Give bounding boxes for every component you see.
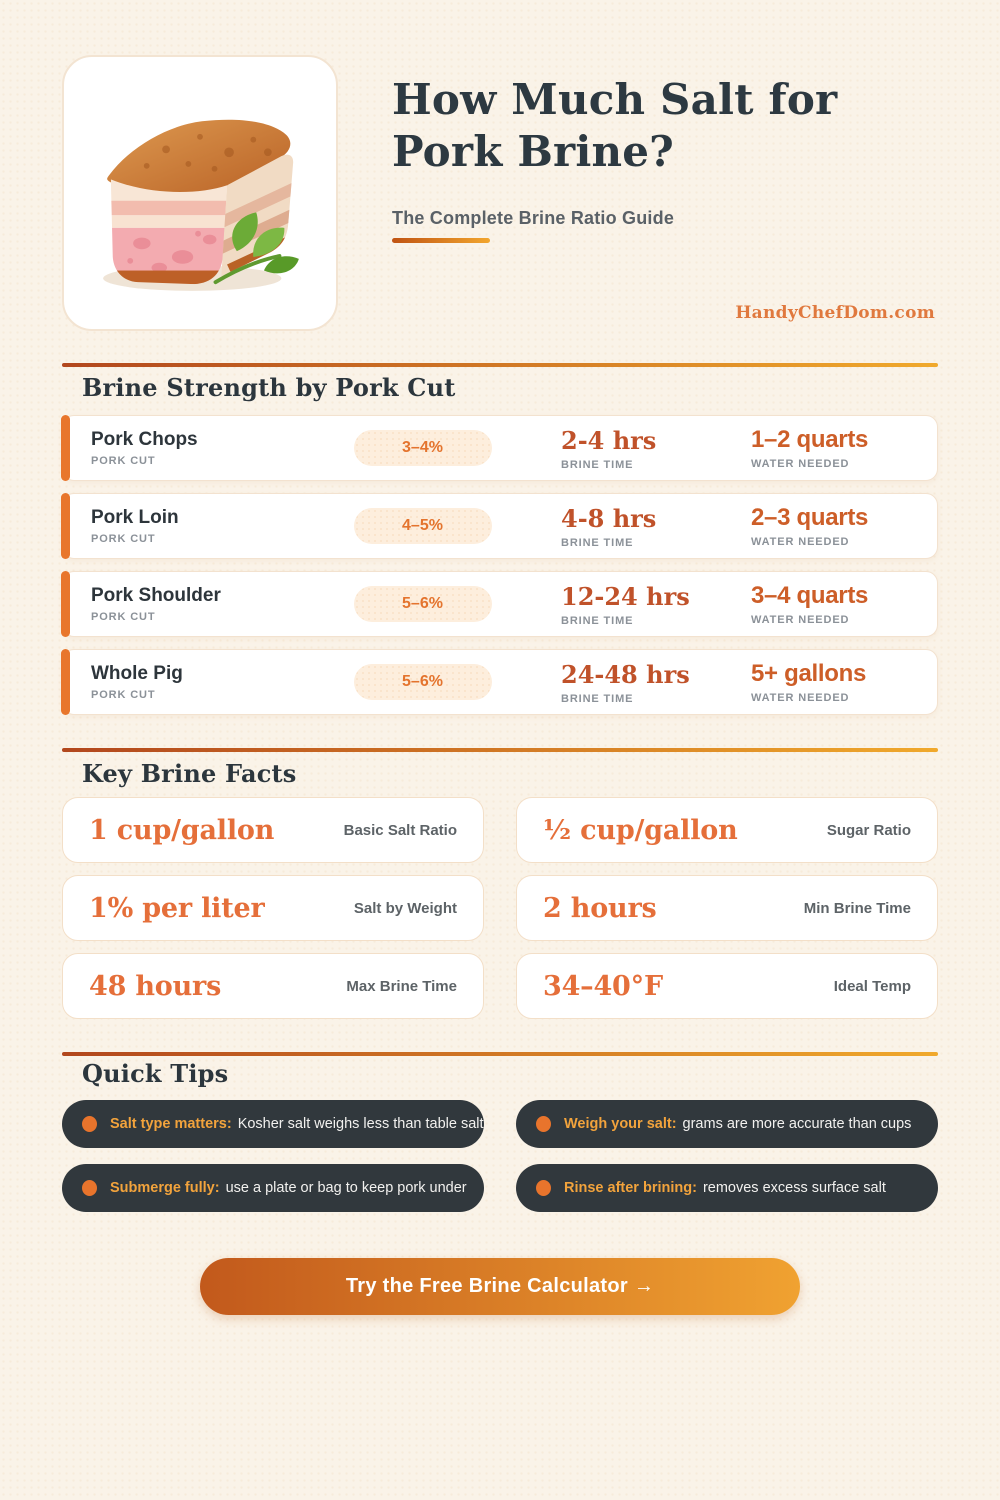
- water-needed-value: 1–2 quarts: [751, 426, 869, 453]
- tip-text: Kosher salt weighs less than table salt: [237, 1116, 484, 1132]
- water-needed-value: 2–3 quarts: [751, 504, 869, 531]
- brine-calculator-button[interactable]: Try the Free Brine Calculator →: [200, 1258, 800, 1315]
- page-subtitle: The Complete Brine Ratio Guide: [392, 208, 675, 229]
- key-facts-grid: 1 cup/gallon Basic Salt Ratio ½ cup/gall…: [62, 797, 938, 1019]
- site-name: HandyChefDom.com: [735, 303, 935, 323]
- fact-card-min-brine-time: 2 hours Min Brine Time: [516, 875, 938, 941]
- fact-value: 1 cup/gallon: [89, 814, 275, 846]
- table-row-pork-chops: Pork Chops PORK CUT 3–4% 2-4 hrs BRINE T…: [61, 415, 938, 481]
- strength-badge: 5–6%: [353, 664, 492, 700]
- strength-badge: 4–5%: [353, 508, 492, 544]
- water-needed-label: WATER NEEDED: [751, 614, 850, 626]
- fact-label: Min Brine Time: [803, 899, 911, 917]
- bullet-dot-icon: [536, 1180, 551, 1196]
- water-needed-value: 5+ gallons: [751, 660, 867, 687]
- key-facts-heading: Key Brine Facts: [82, 759, 297, 788]
- fact-card-max-brine-time: 48 hours Max Brine Time: [62, 953, 484, 1019]
- water-needed-label: WATER NEEDED: [751, 458, 850, 470]
- quick-tips-heading: Quick Tips: [82, 1059, 229, 1088]
- row-accent-bar: [61, 571, 70, 637]
- cut-label: PORK CUT: [91, 455, 156, 467]
- bullet-dot-icon: [82, 1116, 97, 1132]
- brine-time-label: BRINE TIME: [561, 692, 634, 705]
- fact-label: Sugar Ratio: [826, 821, 911, 839]
- brine-time-value: 4-8 hrs: [561, 503, 657, 533]
- brine-time-value: 12-24 hrs: [561, 581, 690, 611]
- water-needed-label: WATER NEEDED: [751, 536, 850, 548]
- fact-label: Basic Salt Ratio: [343, 821, 457, 839]
- brine-time-label: BRINE TIME: [561, 536, 634, 549]
- tip-submerge-fully: Submerge fully: use a plate or bag to ke…: [62, 1164, 484, 1212]
- pork-illustration-card: [62, 55, 338, 331]
- tip-label: Submerge fully:: [110, 1180, 220, 1196]
- brine-table-heading: Brine Strength by Pork Cut: [82, 373, 456, 402]
- cut-label: PORK CUT: [91, 689, 156, 701]
- cut-label: PORK CUT: [91, 533, 156, 545]
- water-needed-label: WATER NEEDED: [751, 692, 850, 704]
- tip-label: Rinse after brining:: [564, 1180, 697, 1196]
- fact-value: 48 hours: [89, 970, 222, 1002]
- fact-label: Max Brine Time: [346, 977, 457, 995]
- tip-weigh-salt: Weigh your salt: grams are more accurate…: [516, 1100, 938, 1148]
- tip-label: Weigh your salt:: [564, 1116, 677, 1132]
- section-divider: [62, 748, 938, 752]
- brine-time-value: 2-4 hrs: [561, 425, 657, 455]
- strength-badge: 5–6%: [353, 586, 492, 622]
- tip-label: Salt type matters:: [110, 1116, 232, 1132]
- table-row-pork-loin: Pork Loin PORK CUT 4–5% 4-8 hrs BRINE TI…: [61, 493, 938, 559]
- table-row-pork-shoulder: Pork Shoulder PORK CUT 5–6% 12-24 hrs BR…: [61, 571, 938, 637]
- tip-text: use a plate or bag to keep pork under: [225, 1180, 467, 1196]
- tip-rinse-after: Rinse after brining: removes excess surf…: [516, 1164, 938, 1212]
- cut-name: Pork Loin: [91, 507, 179, 528]
- fact-value: ½ cup/gallon: [543, 814, 738, 846]
- tip-text: removes excess surface salt: [702, 1180, 886, 1196]
- subtitle-underline: [392, 238, 490, 244]
- fact-card-ideal-temp: 34–40°F Ideal Temp: [516, 953, 938, 1019]
- cut-label: PORK CUT: [91, 611, 156, 623]
- table-row-whole-pig: Whole Pig PORK CUT 5–6% 24-48 hrs BRINE …: [61, 649, 938, 715]
- fact-label: Salt by Weight: [353, 899, 457, 917]
- fact-card-salt-by-weight: 1% per liter Salt by Weight: [62, 875, 484, 941]
- cut-name: Whole Pig: [91, 663, 183, 684]
- parsley-icon: [213, 212, 299, 285]
- cut-name: Pork Shoulder: [91, 585, 221, 606]
- brine-time-label: BRINE TIME: [561, 458, 634, 471]
- brine-time-value: 24-48 hrs: [561, 659, 690, 689]
- tip-text: grams are more accurate than cups: [682, 1116, 912, 1132]
- fact-label: Ideal Temp: [833, 977, 911, 995]
- row-accent-bar: [61, 415, 70, 481]
- pork-belly-icon: [103, 119, 299, 291]
- water-needed-value: 3–4 quarts: [751, 582, 869, 609]
- tip-salt-type: Salt type matters: Kosher salt weighs le…: [62, 1100, 484, 1148]
- row-accent-bar: [61, 649, 70, 715]
- bullet-dot-icon: [536, 1116, 551, 1132]
- fact-value: 1% per liter: [89, 892, 265, 924]
- brine-table: Pork Chops PORK CUT 3–4% 2-4 hrs BRINE T…: [61, 415, 938, 727]
- section-divider: [62, 1052, 938, 1056]
- bullet-dot-icon: [82, 1180, 97, 1196]
- fact-card-salt-ratio: 1 cup/gallon Basic Salt Ratio: [62, 797, 484, 863]
- cut-name: Pork Chops: [91, 429, 198, 450]
- fact-value: 2 hours: [543, 892, 657, 924]
- quick-tips-grid: Salt type matters: Kosher salt weighs le…: [62, 1100, 938, 1212]
- section-divider: [62, 363, 938, 367]
- page-title: How Much Salt for Pork Brine?: [392, 75, 838, 177]
- row-accent-bar: [61, 493, 70, 559]
- strength-badge: 3–4%: [353, 430, 492, 466]
- brine-time-label: BRINE TIME: [561, 614, 634, 627]
- fact-value: 34–40°F: [543, 970, 663, 1002]
- fact-card-sugar-ratio: ½ cup/gallon Sugar Ratio: [516, 797, 938, 863]
